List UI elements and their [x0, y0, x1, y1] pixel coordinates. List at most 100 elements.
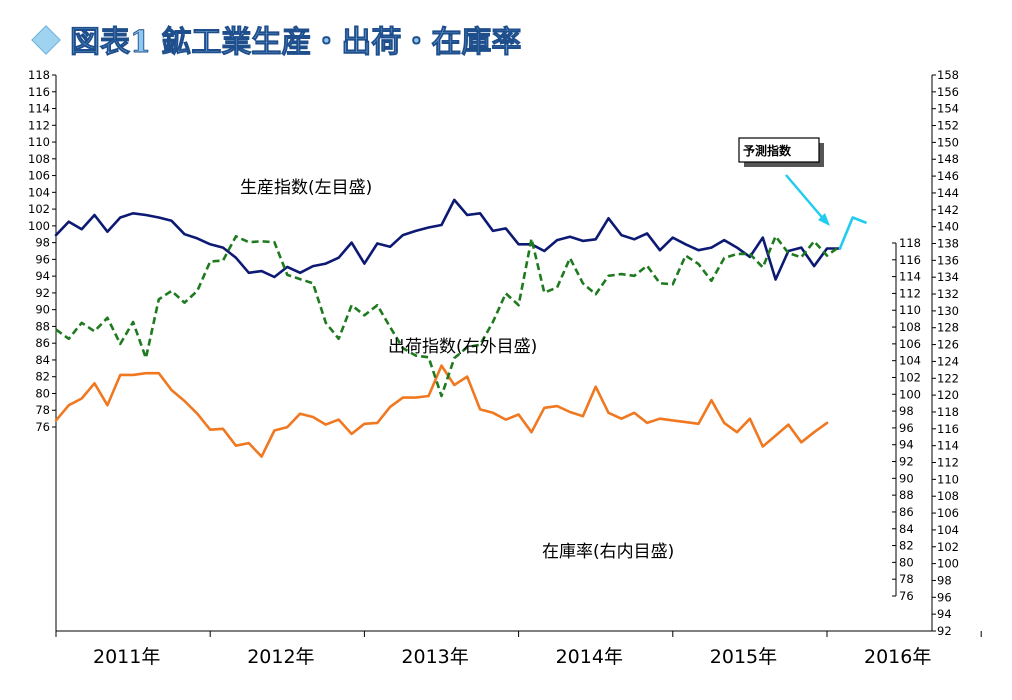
forecast-callout-label: 予測指数: [743, 143, 792, 158]
left-axis-tick-label: 90: [35, 303, 50, 317]
forecast-callout-box: [738, 137, 820, 163]
right-outer-axis-tick-label: 154: [937, 102, 959, 116]
right-inner-axis-tick-label: 110: [899, 303, 921, 317]
left-axis-tick-label: 78: [35, 403, 50, 417]
right-inner-axis-tick-label: 92: [899, 455, 914, 469]
left-axis-tick-label: 118: [28, 68, 50, 82]
left-axis-tick-label: 98: [35, 236, 50, 250]
right-outer-axis-tick-label: 100: [937, 557, 959, 571]
right-inner-axis-tick-label: 100: [899, 387, 921, 401]
series-line-inventory: [55, 235, 841, 398]
right-outer-axis-tick-label: 116: [937, 422, 959, 436]
right-outer-axis-tick-label: 142: [937, 203, 959, 217]
left-axis-tick-label: 82: [35, 370, 50, 384]
right-outer-axis-tick-label: 146: [937, 169, 959, 183]
right-outer-axis-tick-label: 118: [937, 405, 959, 419]
right-outer-axis-tick-label: 136: [937, 253, 959, 267]
x-axis-tick-label: 2012年: [247, 646, 314, 668]
right-outer-axis-tick-label: 144: [937, 186, 959, 200]
left-axis-tick-label: 84: [35, 353, 50, 367]
left-axis-tick-label: 94: [35, 269, 50, 283]
right-outer-axis-tick-label: 104: [937, 523, 959, 537]
left-axis-tick-label: 92: [35, 286, 50, 300]
right-inner-axis-tick-label: 76: [899, 589, 914, 603]
right-outer-axis-tick-label: 132: [937, 287, 959, 301]
left-axis-tick-label: 76: [35, 420, 50, 434]
chart-title-group: 図表1 鉱工業生産・出荷・在庫率: [31, 25, 522, 60]
annotation-inventory: 在庫率(右内目盛): [542, 542, 674, 562]
x-axis-tick-label: 2016年: [864, 646, 931, 668]
title-diamond-icon: [31, 25, 61, 55]
series-line-forecast: [838, 216, 867, 250]
right-inner-axis-tick-label: 84: [899, 522, 914, 536]
right-outer-axis-tick-label: 140: [937, 220, 959, 234]
right-inner-axis-tick-label: 82: [899, 539, 914, 553]
right-outer-axis-tick-label: 148: [937, 152, 959, 166]
right-inner-axis-tick-label: 94: [899, 438, 914, 452]
left-axis-tick-label: 112: [28, 118, 50, 132]
right-outer-axis-tick-label: 112: [937, 456, 959, 470]
right-inner-axis-tick-label: 112: [899, 286, 921, 300]
left-axis-tick-label: 88: [35, 319, 50, 333]
right-outer-axis-tick-label: 130: [937, 304, 959, 318]
right-outer-axis-tick-label: 138: [937, 236, 959, 250]
right-outer-axis-tick-label: 106: [937, 506, 959, 520]
right-inner-axis-tick-label: 98: [899, 404, 914, 418]
right-outer-axis-tick-label: 114: [937, 439, 959, 453]
left-axis-tick-label: 116: [28, 85, 50, 99]
right-inner-axis-tick-label: 90: [899, 471, 914, 485]
right-inner-axis-tick-label: 104: [899, 354, 921, 368]
right-outer-axis-tick-label: 126: [937, 338, 959, 352]
right-inner-axis-tick-label: 96: [899, 421, 914, 435]
annotation-shipments: 出荷指数(右外目盛): [388, 337, 537, 357]
right-outer-axis-tick-label: 122: [937, 371, 959, 385]
right-outer-axis-tick-label: 152: [937, 119, 959, 133]
chart-title: 図表1 鉱工業生産・出荷・在庫率: [70, 25, 521, 60]
right-outer-axis-tick-label: 120: [937, 388, 959, 402]
right-inner-axis-tick-label: 108: [899, 320, 921, 334]
right-inner-axis-tick-label: 80: [899, 555, 914, 569]
series-line-shipments: [54, 364, 829, 458]
forecast-callout: 予測指数: [738, 137, 830, 226]
left-axis-tick-label: 114: [28, 102, 50, 116]
right-outer-axis-tick-label: 124: [937, 354, 959, 368]
left-axis-tick-label: 110: [28, 135, 50, 149]
right-outer-axis-tick-label: 108: [937, 489, 959, 503]
right-inner-axis-tick-label: 116: [899, 253, 921, 267]
right-outer-axis-tick-label: 96: [937, 590, 952, 604]
left-axis-tick-label: 80: [35, 386, 50, 400]
right-outer-axis-tick-label: 102: [937, 540, 959, 554]
right-outer-axis-tick-label: 158: [937, 68, 959, 82]
left-axis-tick-label: 106: [28, 169, 50, 183]
left-axis-tick-label: 102: [28, 202, 50, 216]
axes: [52, 74, 982, 637]
forecast-arrow-head: [818, 213, 830, 226]
right-outer-axis-tick-label: 98: [937, 573, 952, 587]
x-axis-tick-label: 2014年: [556, 646, 623, 668]
right-outer-axis-tick-label: 156: [937, 85, 959, 99]
x-axis-tick-label: 2013年: [401, 646, 468, 668]
right-outer-axis-tick-label: 128: [937, 321, 959, 335]
series-layer: [54, 198, 867, 458]
right-inner-axis-tick-label: 114: [899, 270, 921, 284]
x-axis-tick-label: 2011年: [93, 646, 160, 668]
annotation-production: 生産指数(左目盛): [240, 178, 372, 198]
right-outer-axis-tick-label: 134: [937, 270, 959, 284]
right-outer-axis-tick-label: 94: [937, 607, 952, 621]
right-inner-axis-tick-label: 78: [899, 572, 914, 586]
forecast-arrow-line: [785, 174, 827, 223]
left-axis-tick-label: 96: [35, 252, 50, 266]
left-axis-tick-label: 100: [28, 219, 50, 233]
right-inner-axis-tick-label: 88: [899, 488, 914, 502]
right-outer-axis-tick-label: 92: [937, 624, 952, 638]
tick-labels: 76 78 80 82 84 86 88 90 92 94 96 98 100 102 104 106 108 1…: [28, 68, 959, 668]
right-inner-axis-tick-label: 86: [899, 505, 914, 519]
right-outer-axis-tick-label: 150: [937, 135, 959, 149]
x-axis-tick-label: 2015年: [710, 646, 777, 668]
right-outer-axis-tick-label: 110: [937, 472, 959, 486]
right-inner-axis-tick-label: 106: [899, 337, 921, 351]
left-axis-tick-label: 86: [35, 336, 50, 350]
left-axis-tick-label: 108: [28, 152, 50, 166]
